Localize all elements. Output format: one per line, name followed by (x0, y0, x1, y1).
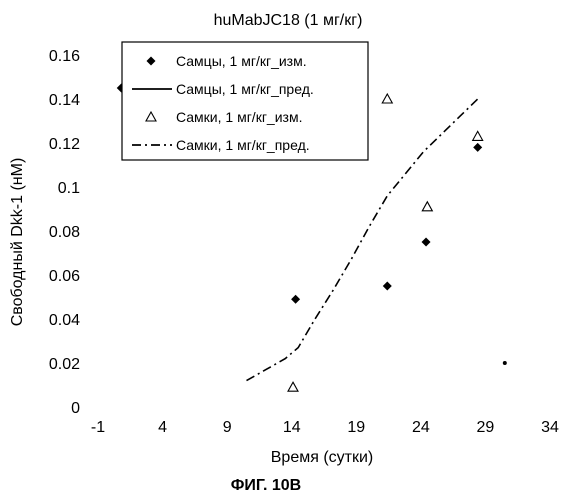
x-tick-label: 29 (477, 419, 495, 436)
x-tick-label: -1 (91, 419, 105, 436)
legend-label: Самцы, 1 мг/кг_пред. (176, 81, 314, 97)
y-tick-label: 0.1 (58, 180, 80, 197)
data-point (422, 238, 431, 247)
y-tick-label: 0.06 (49, 268, 80, 285)
y-tick-label: 0.08 (49, 224, 80, 241)
y-tick-label: 0.12 (49, 136, 80, 153)
data-point (422, 202, 432, 211)
data-point (383, 282, 392, 291)
y-axis-label: Свободный Dkk-1 (нМ) (9, 158, 26, 327)
data-point (473, 143, 482, 152)
x-tick-label: 24 (412, 419, 430, 436)
y-tick-label: 0.04 (49, 312, 80, 329)
x-tick-label: 19 (347, 419, 365, 436)
x-tick-label: 4 (158, 419, 167, 436)
data-point (291, 295, 300, 304)
chart-title: huMabJC18 (1 мг/кг) (214, 12, 363, 29)
y-tick-label: 0.14 (49, 92, 80, 109)
legend-label: Самки, 1 мг/кг_пред. (176, 137, 310, 153)
data-point (503, 361, 507, 365)
legend-label: Самцы, 1 мг/кг_изм. (176, 53, 307, 69)
y-axis-ticks: 0 0.02 0.04 0.06 0.08 0.1 0.12 0.14 0.16 (49, 48, 80, 417)
y-tick-label: 0.02 (49, 356, 80, 373)
figure-caption: ФИГ. 10В (231, 477, 301, 494)
x-tick-label: 9 (223, 419, 232, 436)
y-tick-label: 0.16 (49, 48, 80, 65)
data-point (288, 382, 298, 391)
x-tick-label: 14 (283, 419, 301, 436)
y-tick-label: 0 (71, 400, 80, 417)
x-tick-label: 34 (541, 419, 559, 436)
data-point (382, 94, 392, 103)
x-axis-label: Время (сутки) (271, 449, 374, 466)
legend-label: Самки, 1 мг/кг_изм. (176, 109, 302, 125)
data-point (473, 131, 483, 140)
x-axis-ticks: -1 4 9 14 19 24 29 34 (91, 419, 559, 436)
legend: Самцы, 1 мг/кг_изм. Самцы, 1 мг/кг_пред. С… (122, 42, 368, 160)
